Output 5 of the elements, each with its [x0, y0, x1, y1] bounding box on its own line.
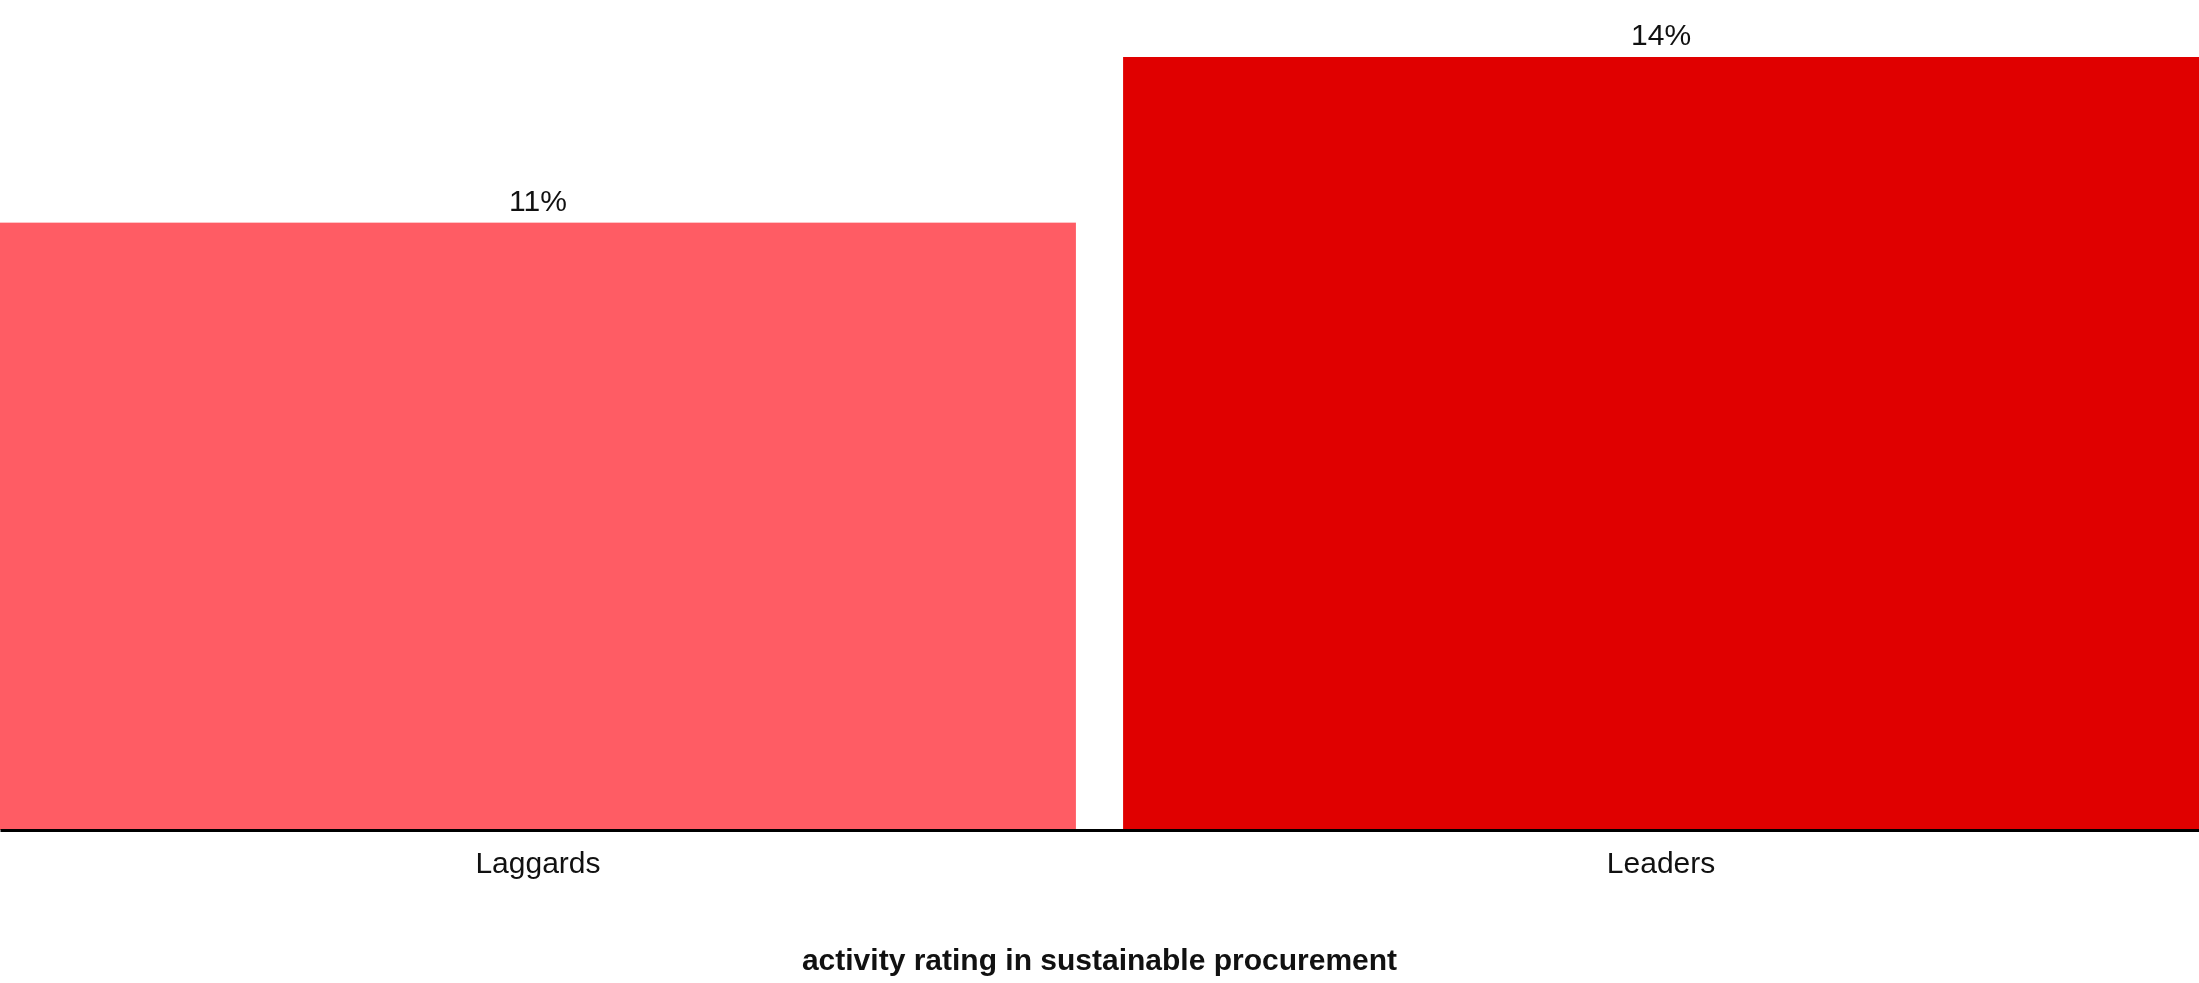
x-axis-title: activity rating in sustainable procurement	[801, 943, 1398, 976]
x-tick-label: Leaders	[1606, 846, 1716, 880]
x-tick-label: Laggards	[475, 846, 601, 880]
data-label: 11%	[509, 183, 567, 217]
data-label: 14%	[1631, 18, 1692, 51]
